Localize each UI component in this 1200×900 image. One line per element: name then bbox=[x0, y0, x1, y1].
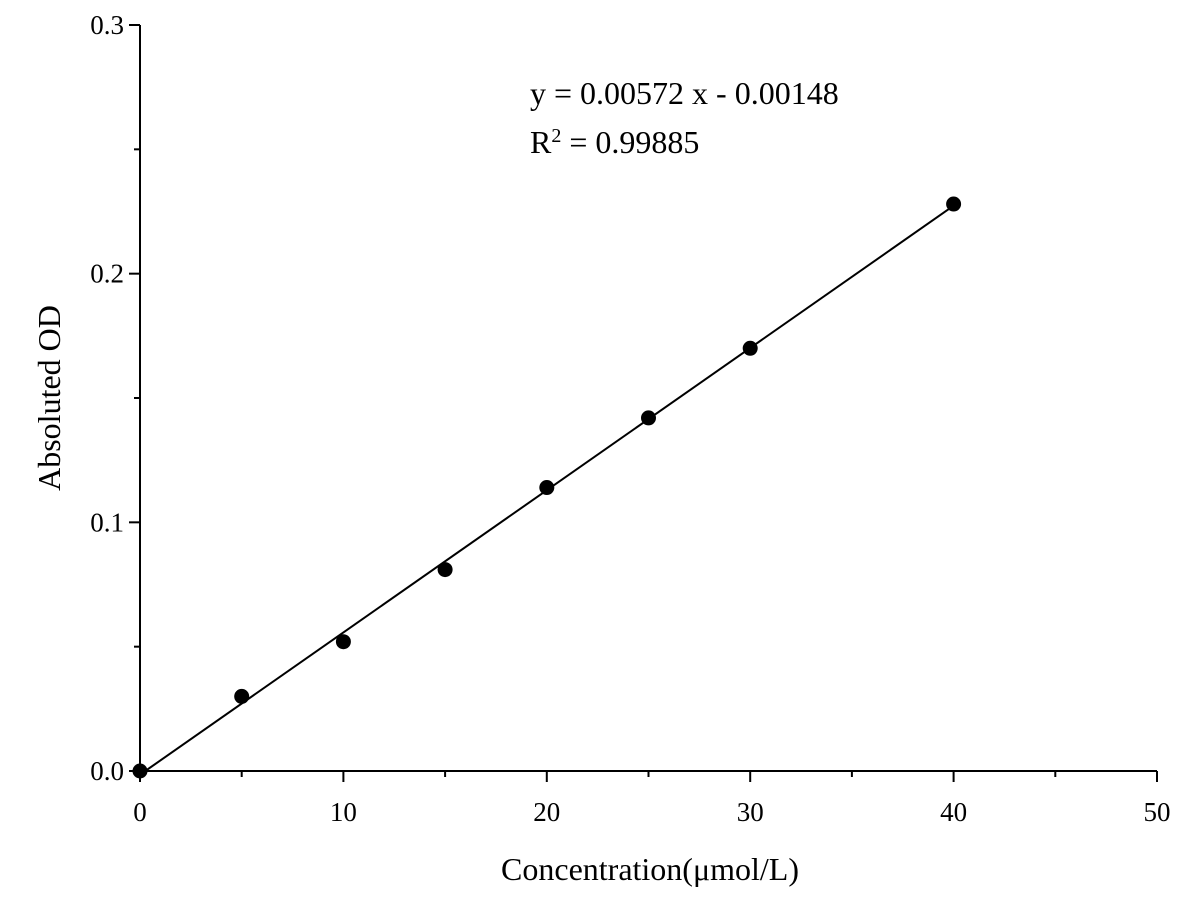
data-point bbox=[946, 196, 962, 212]
data-point bbox=[742, 340, 758, 356]
r-squared: R2 = 0.99885 bbox=[530, 124, 699, 160]
y-tick-label: 0.1 bbox=[90, 507, 124, 537]
x-tick-label: 0 bbox=[133, 797, 147, 827]
x-axis-label: Concentration(μmol/L) bbox=[501, 851, 799, 887]
data-point bbox=[234, 688, 250, 704]
r-squared-superscript: 2 bbox=[551, 125, 561, 147]
data-point bbox=[437, 562, 453, 578]
x-tick-label: 50 bbox=[1144, 797, 1171, 827]
r-squared-value: = 0.99885 bbox=[561, 124, 699, 160]
data-point bbox=[539, 480, 555, 496]
data-point bbox=[132, 763, 148, 779]
fit-equation: y = 0.00572 x - 0.00148 bbox=[530, 75, 839, 111]
x-tick-label: 40 bbox=[940, 797, 967, 827]
data-point bbox=[641, 410, 656, 426]
x-tick-label: 20 bbox=[533, 797, 560, 827]
data-points bbox=[132, 196, 962, 779]
y-axis-label: Absoluted OD bbox=[31, 305, 67, 491]
r-squared-prefix: R bbox=[530, 124, 552, 160]
x-tick-label: 30 bbox=[737, 797, 764, 827]
x-tick-label: 10 bbox=[330, 797, 357, 827]
y-tick-label: 0.3 bbox=[90, 10, 124, 40]
y-tick-label: 0.0 bbox=[90, 756, 124, 786]
data-point bbox=[335, 634, 351, 650]
y-tick-label: 0.2 bbox=[90, 259, 124, 289]
ticks: 0 10 20 30 40 50 0.0 0.1 0.2 0.3 bbox=[90, 10, 1170, 827]
